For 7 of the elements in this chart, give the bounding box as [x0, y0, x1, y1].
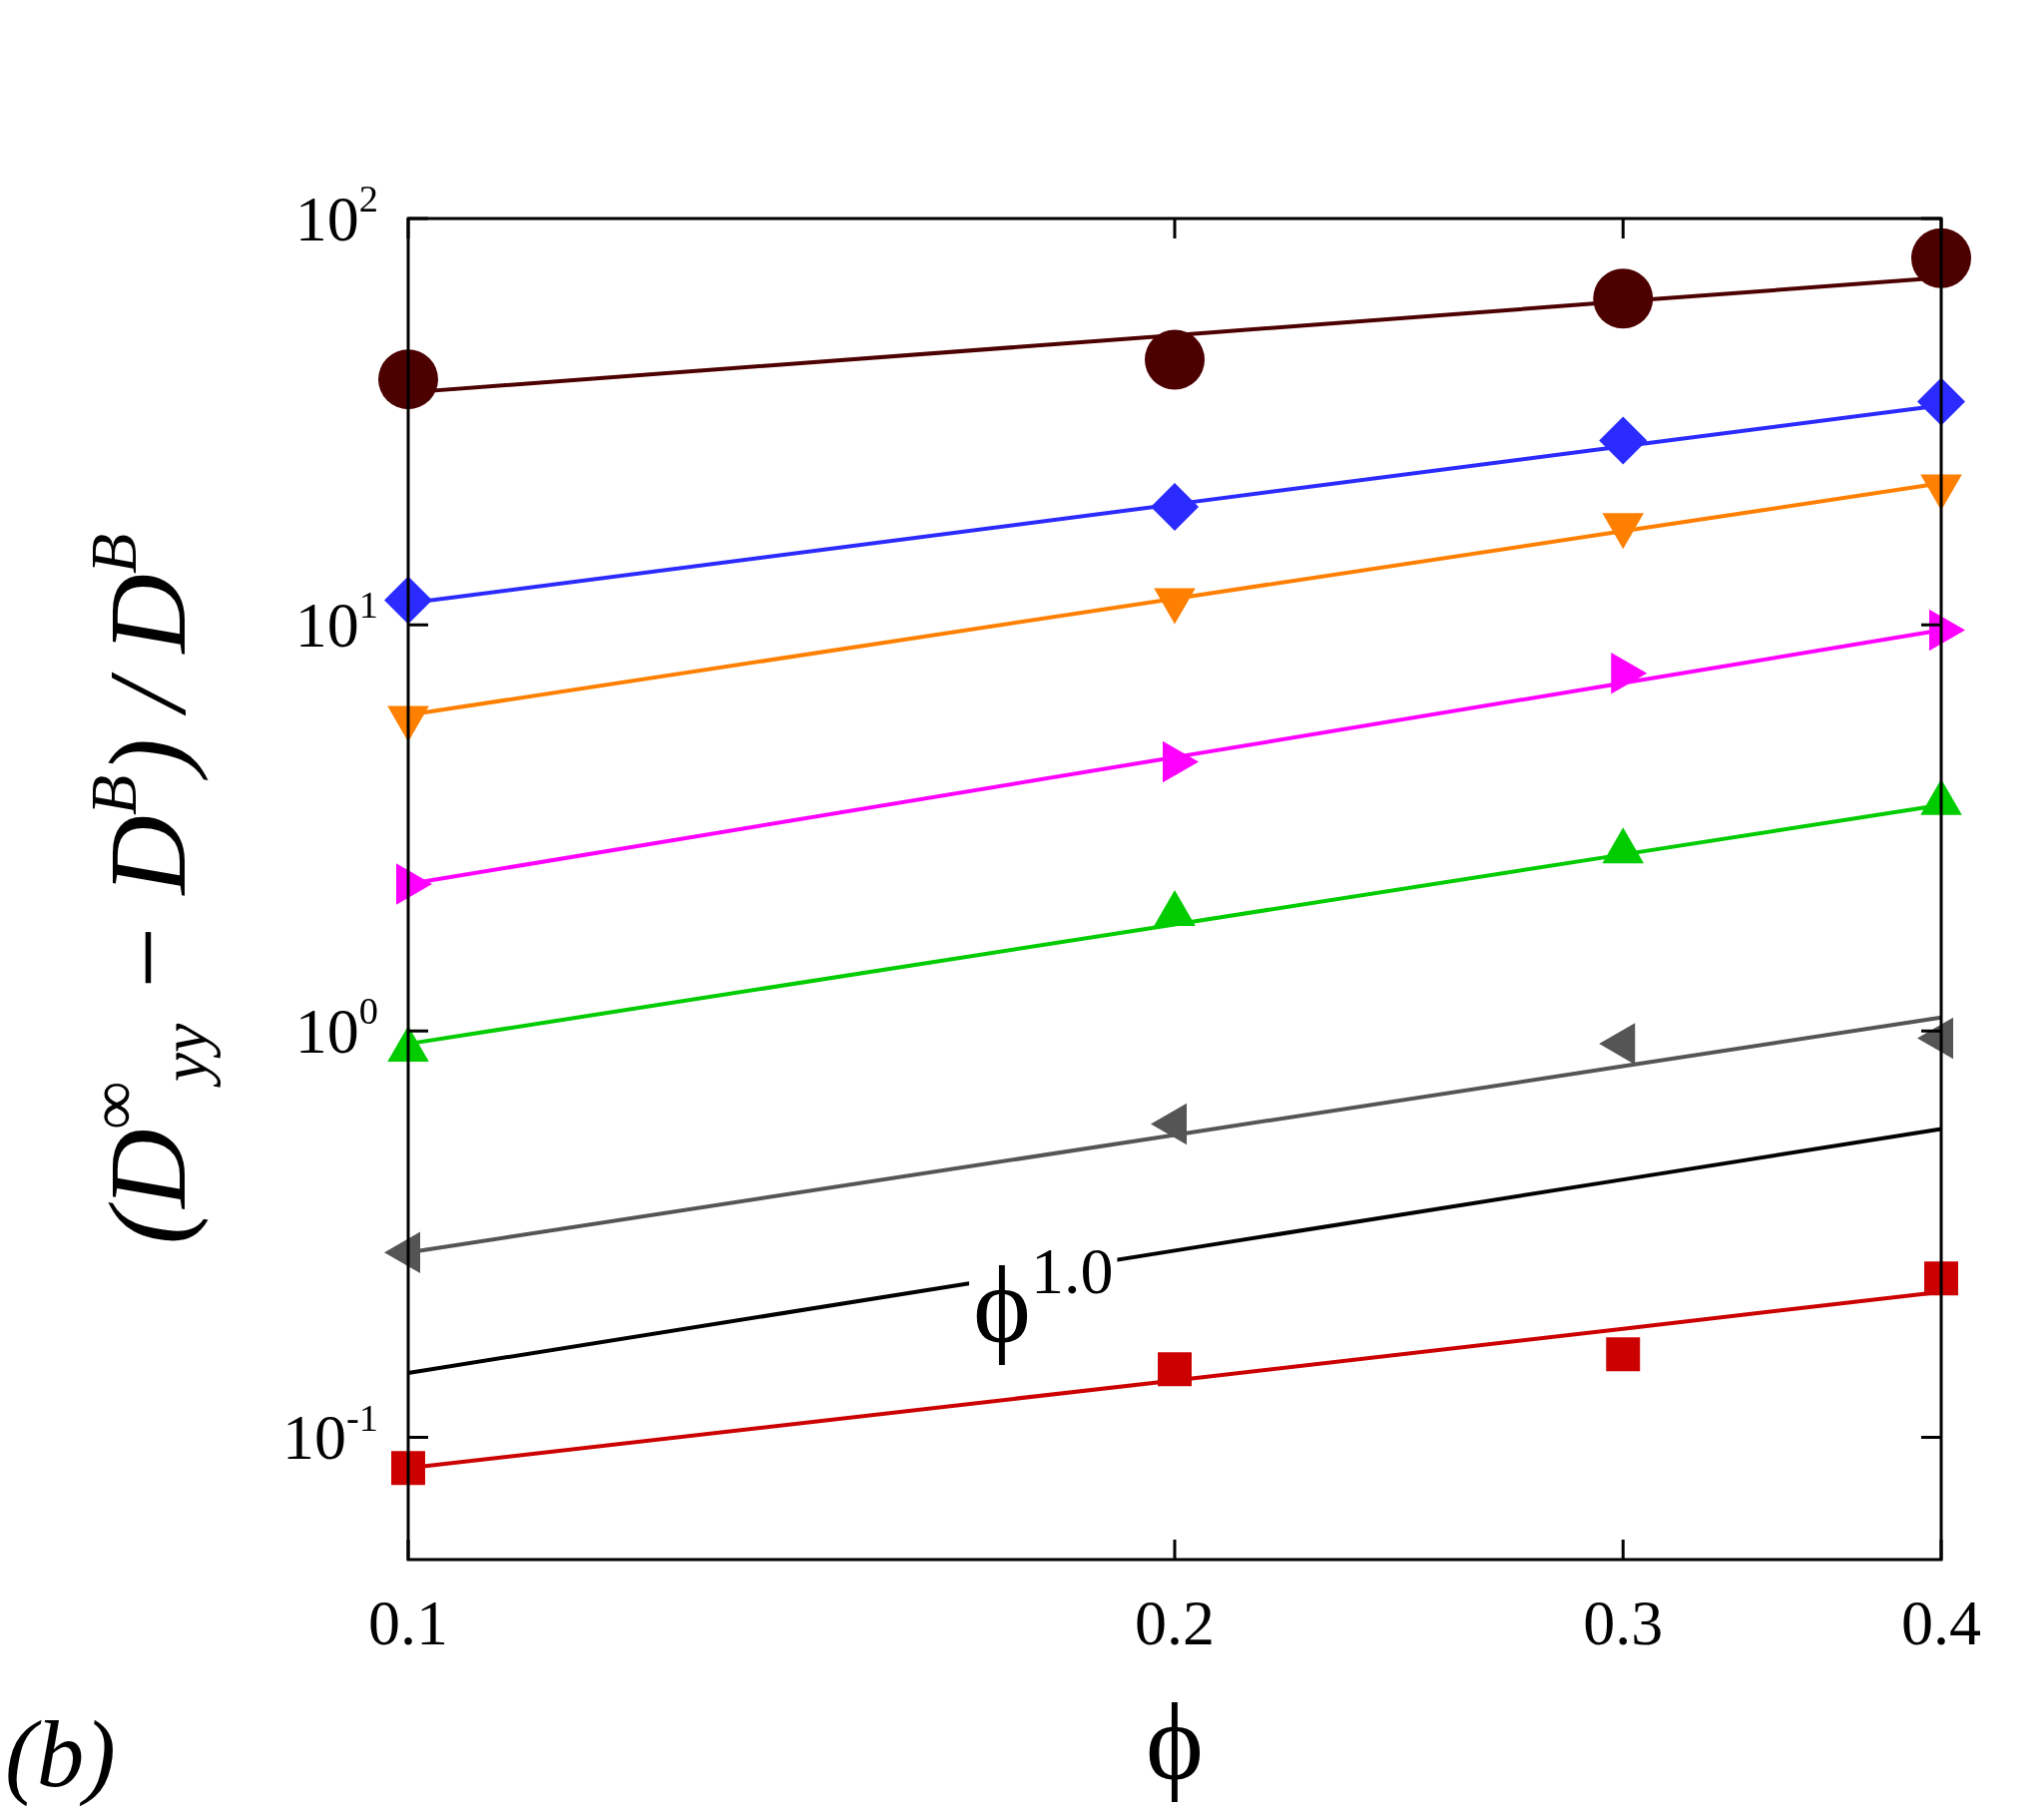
y-axis-title: (D∞yy − DB) / DB — [76, 533, 221, 1245]
x-axis-title: ϕ — [1146, 1681, 1204, 1803]
x-tick-label: 0.2 — [1135, 1588, 1215, 1658]
x-tick-label: 0.3 — [1583, 1588, 1664, 1658]
x-tick-label: 0.1 — [368, 1588, 448, 1658]
x-tick-label: 0.4 — [1901, 1588, 1981, 1658]
text: (b) — [5, 1701, 116, 1807]
